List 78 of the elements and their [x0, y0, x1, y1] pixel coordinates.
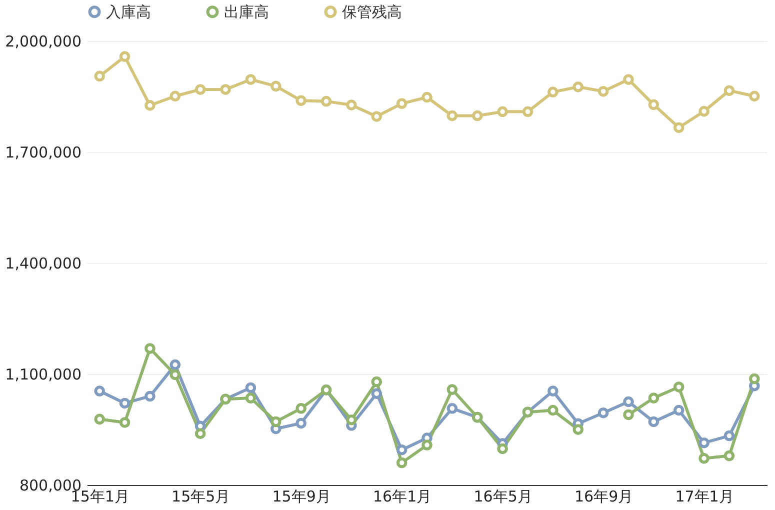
point	[371, 388, 382, 399]
point	[497, 443, 508, 454]
point	[194, 428, 206, 439]
point	[472, 110, 483, 122]
y-tick-label: 1,400,000	[5, 254, 82, 272]
point	[673, 404, 684, 416]
x-tick-label: 15年9月	[272, 488, 331, 506]
point	[698, 437, 710, 448]
point	[698, 106, 710, 117]
legend-label: 出庫高	[224, 2, 269, 21]
point	[623, 74, 634, 85]
point	[144, 343, 156, 354]
point	[548, 404, 558, 416]
point	[698, 452, 710, 464]
legend-label: 入庫高	[106, 2, 151, 21]
x-tick-label: 16年9月	[574, 488, 634, 506]
point	[94, 70, 105, 82]
point	[422, 92, 432, 103]
y-tick-label: 1,100,000	[5, 366, 82, 384]
point	[648, 99, 660, 110]
point	[245, 382, 256, 394]
point	[749, 90, 760, 102]
point	[119, 417, 130, 428]
point	[648, 392, 660, 404]
point	[598, 86, 609, 97]
point	[673, 382, 684, 392]
point	[623, 396, 634, 408]
point	[724, 85, 735, 96]
point	[170, 90, 181, 102]
x-tick-label: 17年1月	[675, 488, 734, 506]
point	[119, 51, 130, 62]
point	[296, 403, 306, 414]
y-tick-label: 1,700,000	[5, 144, 82, 162]
point	[170, 369, 181, 380]
point	[94, 386, 105, 396]
point	[749, 373, 760, 384]
point	[673, 122, 684, 133]
point	[396, 444, 408, 456]
point	[572, 82, 584, 92]
point	[296, 418, 306, 429]
point	[170, 359, 181, 370]
point	[724, 450, 735, 462]
x-tick-label: 15年5月	[172, 488, 230, 506]
point	[572, 424, 584, 435]
point	[270, 416, 282, 428]
point	[648, 416, 660, 428]
point	[270, 80, 282, 92]
point	[422, 440, 432, 450]
point	[144, 390, 156, 402]
point	[497, 106, 508, 118]
point	[396, 98, 408, 109]
point	[598, 407, 609, 418]
y-tick-label: 2,000,000	[5, 32, 82, 50]
legend-label: 保管残高	[342, 2, 402, 21]
point	[371, 111, 382, 122]
point	[346, 414, 357, 426]
point	[346, 100, 357, 110]
point	[245, 74, 256, 85]
point	[119, 398, 130, 409]
point	[446, 110, 458, 122]
point	[245, 392, 256, 404]
point	[548, 386, 558, 396]
point	[396, 457, 408, 468]
point	[320, 96, 332, 107]
point	[144, 100, 156, 111]
point	[94, 414, 105, 425]
point	[296, 95, 306, 106]
point	[623, 409, 634, 420]
point	[446, 384, 458, 395]
point	[548, 86, 558, 98]
x-tick-label: 16年5月	[474, 488, 532, 506]
point	[220, 84, 231, 95]
point	[371, 376, 382, 388]
point	[522, 106, 534, 118]
x-tick-label: 16年1月	[372, 488, 432, 506]
point	[724, 430, 735, 442]
point	[446, 403, 458, 414]
point	[194, 84, 206, 95]
